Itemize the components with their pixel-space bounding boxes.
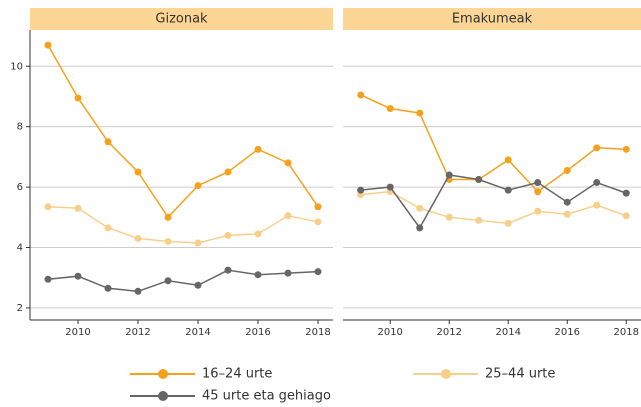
legend-marker: [158, 369, 168, 379]
y-tick-label: 2: [17, 303, 23, 314]
panel-title: Gizonak: [155, 12, 208, 27]
point: [254, 230, 262, 238]
y-tick-label: 4: [17, 243, 23, 254]
point: [224, 168, 232, 176]
point: [254, 271, 262, 279]
point: [504, 219, 512, 227]
point: [563, 210, 571, 218]
legend-marker: [441, 369, 451, 379]
point: [224, 231, 232, 239]
point: [314, 203, 322, 211]
point: [284, 159, 292, 167]
x-tick-label: 2012: [436, 327, 461, 338]
x-tick-label: 2018: [305, 327, 330, 338]
point: [534, 188, 542, 196]
series-line: [47, 269, 319, 293]
point: [134, 234, 142, 242]
x-tick-label: 2018: [614, 327, 639, 338]
point: [134, 287, 142, 295]
point: [504, 186, 512, 194]
panel-header: [343, 8, 641, 30]
point: [164, 213, 172, 221]
point: [445, 213, 453, 221]
x-tick-label: 2016: [555, 327, 580, 338]
point: [284, 269, 292, 277]
point: [416, 224, 424, 232]
point: [194, 281, 202, 289]
legend-marker: [158, 391, 168, 401]
point: [622, 189, 630, 197]
point: [475, 176, 483, 184]
point: [622, 212, 630, 220]
point: [416, 204, 424, 212]
legend-label: 16–24 urte: [202, 367, 272, 382]
point: [563, 198, 571, 206]
point: [194, 182, 202, 190]
series-line: [47, 44, 319, 219]
y-tick-label: 10: [10, 61, 23, 72]
point: [593, 144, 601, 152]
point: [194, 239, 202, 247]
point: [314, 218, 322, 226]
point: [254, 145, 262, 153]
point: [74, 204, 82, 212]
point: [104, 284, 112, 292]
point: [416, 109, 424, 117]
point: [104, 224, 112, 232]
point: [74, 272, 82, 280]
x-tick-label: 2012: [125, 327, 150, 338]
point: [74, 94, 82, 102]
point: [164, 277, 172, 285]
point: [314, 268, 322, 276]
panel-title: Emakumeak: [452, 12, 533, 27]
point: [357, 186, 365, 194]
legend-label: 25–44 urte: [485, 367, 555, 382]
series-line: [360, 190, 627, 225]
x-tick-label: 2014: [496, 327, 521, 338]
series-line: [360, 94, 627, 193]
point: [563, 166, 571, 174]
y-tick-label: 8: [17, 122, 23, 133]
x-tick-label: 2016: [245, 327, 270, 338]
point: [104, 138, 112, 146]
point: [44, 275, 52, 283]
panel-header: [30, 8, 333, 30]
point: [134, 168, 142, 176]
point: [44, 41, 52, 49]
point: [357, 91, 365, 99]
point: [164, 237, 172, 245]
point: [534, 179, 542, 187]
point: [593, 179, 601, 187]
series-line: [47, 205, 319, 244]
point: [593, 201, 601, 209]
point: [504, 156, 512, 164]
point: [475, 216, 483, 224]
x-tick-label: 2014: [185, 327, 210, 338]
point: [224, 266, 232, 274]
point: [445, 171, 453, 179]
y-tick-label: 6: [17, 182, 23, 193]
point: [386, 183, 394, 191]
series-line: [360, 174, 627, 230]
point: [284, 212, 292, 220]
point: [44, 203, 52, 211]
legend-label: 45 urte eta gehiago: [202, 389, 331, 404]
x-tick-label: 2010: [65, 327, 90, 338]
point: [534, 207, 542, 215]
point: [622, 145, 630, 153]
point: [386, 105, 394, 113]
x-tick-label: 2010: [377, 327, 402, 338]
